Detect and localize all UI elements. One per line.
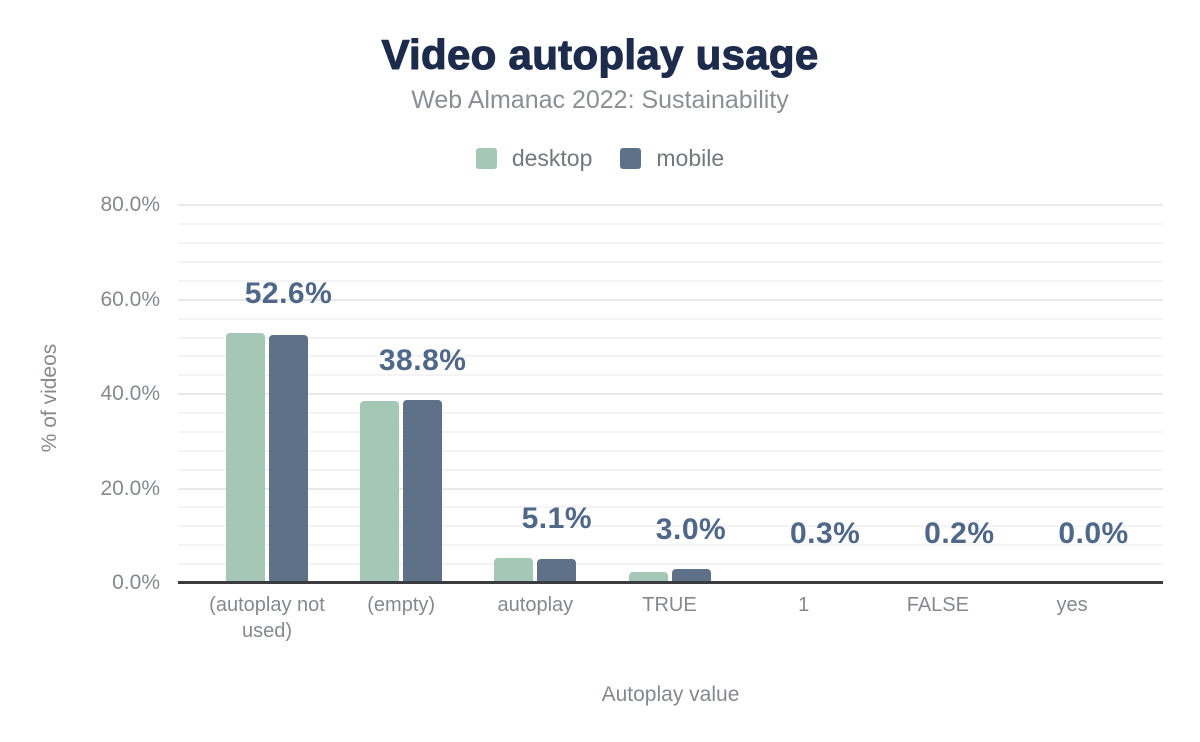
y-tick-label: 60.0% xyxy=(100,287,160,311)
gridline-minor xyxy=(178,563,1163,566)
gridline-major xyxy=(178,298,1163,301)
x-tick-label-4: 1 xyxy=(798,594,810,616)
bar-value-label-0: 52.6% xyxy=(244,276,333,310)
x-tick-label-0: (autoplay not used) xyxy=(209,594,325,642)
gridline-minor xyxy=(178,525,1163,528)
x-tick-label-1: (empty) xyxy=(367,594,436,616)
bar-mobile-0[interactable] xyxy=(269,334,308,583)
gridline-minor xyxy=(178,412,1163,415)
y-tick-label: 40.0% xyxy=(100,382,160,406)
gridline-minor xyxy=(178,506,1163,509)
bar-mobile-3[interactable] xyxy=(671,568,711,583)
gridline-minor xyxy=(178,355,1163,358)
gridline-minor xyxy=(178,430,1163,433)
bar-mobile-2[interactable] xyxy=(537,558,577,583)
bar-desktop-2[interactable] xyxy=(494,558,534,583)
x-axis-title: Autoplay value xyxy=(601,683,740,706)
gridline-minor xyxy=(178,336,1163,339)
x-axis-line xyxy=(178,581,1163,584)
gridline-minor xyxy=(178,374,1163,377)
gridline-minor xyxy=(178,468,1163,471)
gridline-minor xyxy=(178,317,1163,320)
y-tick-label: 80.0% xyxy=(100,193,160,217)
y-tick-label: 0.0% xyxy=(112,571,160,594)
y-tick-label: 20.0% xyxy=(100,476,160,500)
gridline-major xyxy=(178,393,1163,396)
bar-desktop-0[interactable] xyxy=(226,332,265,583)
legend-item-label: mobile xyxy=(656,145,725,171)
legend-swatch-icon xyxy=(475,148,497,169)
bar-value-label-6: 0.0% xyxy=(1058,517,1129,550)
gridline-minor xyxy=(178,279,1163,282)
x-tick-label-2: autoplay xyxy=(497,594,574,616)
x-tick-label-6: yes xyxy=(1056,594,1088,616)
bar-mobile-1[interactable] xyxy=(403,399,443,583)
bar-value-label-2: 5.1% xyxy=(521,502,593,536)
gridline-minor xyxy=(178,449,1163,452)
bar-value-label-4: 0.3% xyxy=(789,517,861,550)
bar-desktop-1[interactable] xyxy=(360,401,400,583)
legend: desktop mobile xyxy=(0,145,1200,172)
gridline-minor xyxy=(178,242,1163,245)
legend-swatch-icon xyxy=(620,148,642,169)
bar-value-label-5: 0.2% xyxy=(924,517,995,550)
legend-item-label: desktop xyxy=(511,145,593,171)
legend-item-mobile[interactable]: mobile xyxy=(620,145,724,172)
chart-title: Video autoplay usage xyxy=(381,30,819,78)
gridline-minor xyxy=(178,261,1163,264)
x-tick-label-5: FALSE xyxy=(906,594,969,616)
bar-value-label-1: 38.8% xyxy=(378,343,467,377)
bar-desktop-3[interactable] xyxy=(628,571,668,583)
legend-item-desktop[interactable]: desktop xyxy=(475,145,593,172)
gridline-minor xyxy=(178,544,1163,547)
gridline-minor xyxy=(178,223,1163,226)
x-tick-label-3: TRUE xyxy=(642,594,697,616)
gridline-major xyxy=(178,204,1163,207)
gridline-major xyxy=(178,487,1163,490)
chart-subtitle: Web Almanac 2022: Sustainability xyxy=(411,86,789,114)
bar-value-label-3: 3.0% xyxy=(655,512,727,546)
